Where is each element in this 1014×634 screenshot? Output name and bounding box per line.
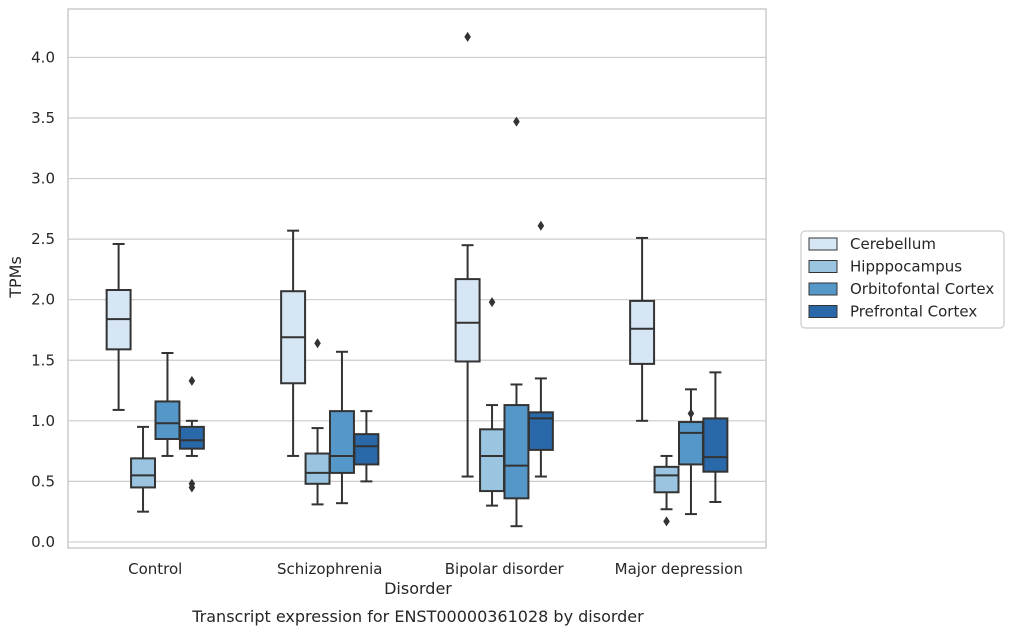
box-2-0	[454, 31, 481, 478]
box-1-0	[280, 229, 307, 457]
legend-frame	[800, 230, 1005, 329]
legend-swatch	[808, 260, 838, 273]
legend-label: Orbitofontal Cortex	[850, 280, 994, 298]
box-iqr	[629, 299, 656, 365]
legend-swatch	[808, 282, 838, 296]
box-0-3	[178, 375, 205, 493]
box-1-1	[304, 338, 331, 506]
box-2-1	[479, 297, 506, 507]
y-tick-label: 3.0	[31, 170, 55, 188]
box-0-1	[130, 425, 157, 513]
y-axis-label: TPMs	[6, 256, 25, 299]
box-2-2	[503, 116, 530, 528]
y-tick-label: 1.0	[31, 412, 55, 430]
outlier-point	[188, 375, 196, 386]
y-tick-label: 4.0	[31, 48, 55, 66]
plot-frame	[67, 8, 767, 549]
x-tick-label: Major depression	[615, 560, 743, 578]
box-iqr	[178, 425, 205, 450]
box-0-2	[154, 351, 181, 457]
y-tick-label: 0.0	[31, 533, 55, 551]
outlier-point	[663, 516, 670, 527]
box-iqr	[479, 428, 506, 493]
box-iqr	[328, 410, 355, 474]
y-tick-label: 2.5	[31, 230, 55, 248]
box-iqr	[304, 452, 331, 485]
outlier-point	[464, 31, 471, 42]
box-2-3	[527, 220, 554, 478]
outlier-point	[513, 116, 520, 127]
box-0-0	[105, 242, 132, 411]
legend-label: Prefrontal Cortex	[850, 303, 977, 321]
outlier-point	[687, 408, 695, 419]
legend-swatch	[808, 305, 838, 318]
outlier-point	[488, 297, 496, 308]
box-iqr	[130, 457, 157, 489]
box-3-1	[653, 454, 680, 527]
y-tick-label: 3.5	[31, 109, 55, 127]
y-tick-label: 0.5	[31, 472, 55, 490]
x-axis-label: Disorder	[384, 579, 452, 598]
chart-caption: Transcript expression for ENST0000036102…	[191, 607, 644, 626]
legend-swatch	[808, 237, 838, 251]
x-tick-label: Schizophrenia	[277, 560, 382, 578]
y-tick-label: 2.0	[31, 291, 55, 309]
box-iqr	[503, 404, 530, 500]
tick-layer: 0.0 0.5 1.0 1.5 2.0 2.5 3.0 3.5 4.0 Control Schizo…	[31, 48, 743, 578]
box-iqr	[527, 411, 554, 451]
box-iqr	[702, 417, 729, 473]
box-3-3	[702, 371, 729, 503]
x-tick-label: Bipolar disorder	[445, 560, 565, 578]
box-iqr	[653, 465, 680, 494]
box-3-2	[677, 388, 704, 516]
box-1-2	[328, 350, 355, 505]
box-iqr	[353, 433, 380, 466]
box-iqr	[454, 278, 481, 363]
box-layer	[105, 31, 729, 528]
box-3-0	[629, 236, 656, 422]
outlier-point	[314, 338, 321, 349]
outlier-point	[188, 482, 196, 493]
outlier-point	[537, 220, 545, 231]
y-tick-label: 1.5	[31, 351, 55, 369]
x-tick-label: Control	[128, 560, 182, 578]
legend-label: Hipppocampus	[850, 258, 962, 276]
legend: Cerebellum Hipppocampus Orbitofontal Corte…	[800, 230, 1005, 329]
grid-layer	[68, 56, 766, 543]
legend-label: Cerebellum	[850, 235, 936, 253]
box-1-3	[353, 410, 380, 483]
box-iqr	[677, 421, 704, 466]
box-iqr	[154, 400, 181, 440]
